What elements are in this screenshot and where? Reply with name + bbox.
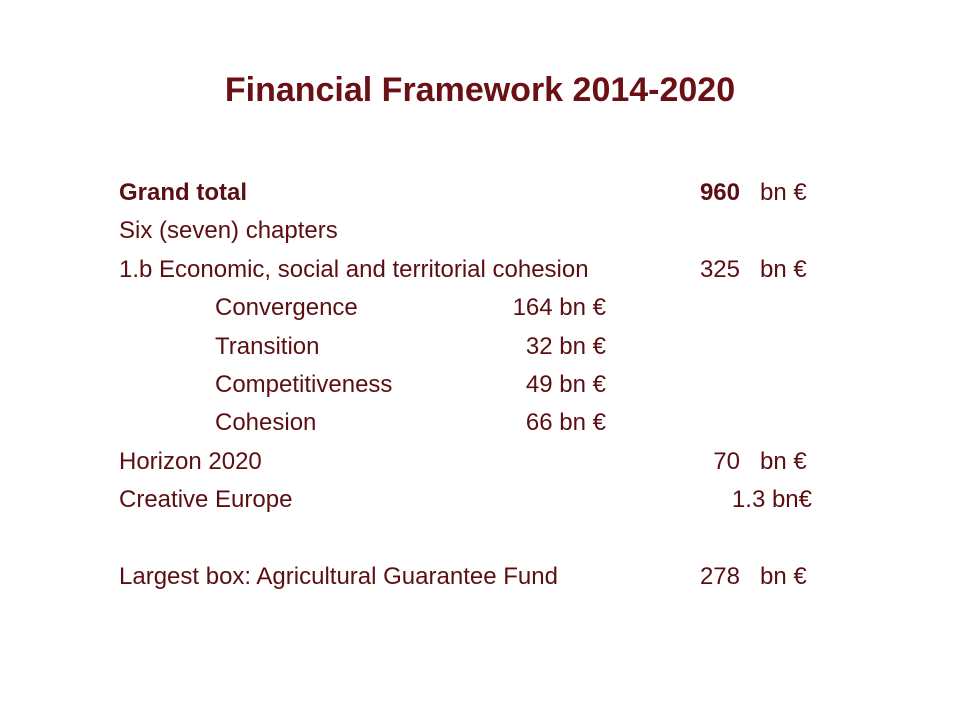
slide-title: Financial Framework 2014-2020 (224, 71, 736, 109)
row-label: 1.b Economic, social and territorial coh… (119, 256, 589, 283)
row-unit: bn € (760, 179, 807, 206)
row-convergence: Convergence 164 bn € (0, 289, 960, 327)
row-amount: 278 (699, 563, 740, 590)
row-unit: bn € (760, 563, 807, 590)
row-label: Grand total (119, 179, 248, 206)
row-transition: Transition 32 bn € (0, 328, 960, 366)
row-amount: 66 bn € (525, 409, 606, 436)
row-amount: 32 bn € (525, 333, 606, 360)
row-unit: bn € (760, 256, 807, 283)
row-label: Largest box: Agricultural Guarantee Fund (119, 563, 558, 590)
row-label: Cohesion (215, 409, 317, 436)
row-agricultural-fund: Largest box: Agricultural Guarantee Fund… (0, 558, 960, 596)
row-creative-europe: Creative Europe 1.3 bn€ (0, 481, 960, 519)
row-cohesion: Cohesion 66 bn € (0, 404, 960, 442)
row-amount: 960 (699, 179, 740, 206)
row-amount: 1.3 bn€ (731, 486, 812, 513)
row-label: Six (seven) chapters (119, 217, 338, 244)
row-amount: 49 bn € (525, 371, 606, 398)
row-amount: 325 (699, 256, 740, 283)
row-grand-total: Grand total 960 bn € (0, 174, 960, 212)
row-horizon-2020: Horizon 2020 70 bn € (0, 443, 960, 481)
row-cohesion-total: 1.b Economic, social and territorial coh… (0, 251, 960, 289)
row-label: Transition (215, 333, 320, 360)
row-chapters: Six (seven) chapters (0, 212, 960, 250)
row-label: Creative Europe (119, 486, 293, 513)
row-amount: 164 bn € (512, 294, 606, 321)
row-label: Horizon 2020 (119, 448, 262, 475)
row-unit: bn € (760, 448, 807, 475)
row-amount: 70 (713, 448, 740, 475)
row-competitiveness: Competitiveness 49 bn € (0, 366, 960, 404)
row-label: Competitiveness (215, 371, 393, 398)
row-label: Convergence (215, 294, 358, 321)
